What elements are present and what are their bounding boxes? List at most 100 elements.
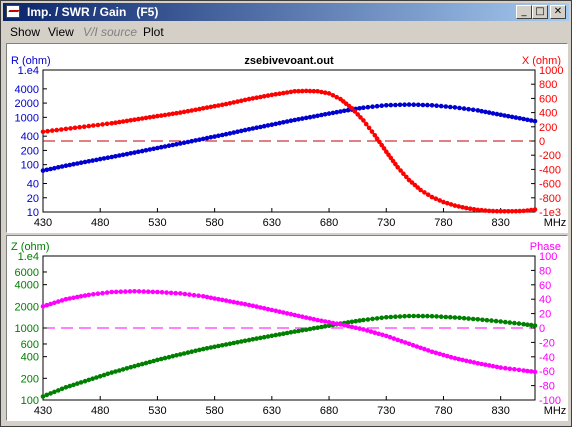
series-green-point xyxy=(63,385,69,390)
series-magenta-point xyxy=(418,345,423,351)
series-red-point xyxy=(216,103,221,108)
left-tick-label: 4000 xyxy=(15,280,39,292)
series-red-point xyxy=(212,103,217,109)
right-tick-label: 200 xyxy=(539,122,557,134)
series-magenta-point xyxy=(95,291,101,296)
series-red-point xyxy=(307,88,313,94)
series-blue-point xyxy=(265,123,271,128)
series-green-point xyxy=(443,314,449,320)
series-magenta-point xyxy=(273,308,279,314)
series-red-point xyxy=(40,129,46,135)
right-tick-label: 100 xyxy=(539,251,557,263)
series-red-point xyxy=(258,94,263,100)
series-green-point xyxy=(480,317,485,323)
title-bar[interactable]: Imp. / SWR / Gain (F5) _ □ ✕ xyxy=(3,3,569,21)
series-blue-point xyxy=(97,156,103,162)
series-green-point xyxy=(242,338,248,344)
series-green-point xyxy=(461,315,467,321)
series-green-point xyxy=(277,332,282,337)
series-blue-point xyxy=(393,102,398,108)
series-red-point xyxy=(220,102,225,108)
series-red-point xyxy=(189,108,194,113)
left-tick-label: 200 xyxy=(21,373,39,385)
series-green-point xyxy=(397,314,403,319)
series-green-point xyxy=(438,314,444,319)
series-magenta-point xyxy=(178,291,183,296)
series-green-point xyxy=(411,313,417,319)
series-red-point xyxy=(120,119,126,124)
series-blue-point xyxy=(128,151,133,156)
series-green-point xyxy=(124,366,130,371)
series-green-point xyxy=(193,348,198,354)
series-red-point xyxy=(128,118,133,123)
series-blue-point xyxy=(342,108,347,114)
series-red-point xyxy=(72,125,78,131)
series-magenta-point xyxy=(204,294,210,300)
series-blue-point xyxy=(59,164,65,169)
series-green-point xyxy=(406,313,412,319)
series-green-point xyxy=(147,359,153,365)
series-green-point xyxy=(235,340,240,345)
menu-show[interactable]: Show xyxy=(10,25,41,39)
series-magenta-point xyxy=(528,369,534,374)
right-tick-label: 60 xyxy=(539,280,551,292)
series-blue-point xyxy=(502,113,507,118)
series-magenta-point xyxy=(136,289,142,294)
x-tick-label: 480 xyxy=(91,405,109,417)
series-magenta-point xyxy=(269,307,275,313)
series-green-point xyxy=(120,367,126,372)
series-green-point xyxy=(151,358,156,364)
series-green-point xyxy=(197,347,202,353)
right-tick-label: 600 xyxy=(539,93,557,105)
series-blue-point xyxy=(402,102,407,107)
series-magenta-point xyxy=(467,359,473,364)
series-magenta-point xyxy=(503,365,508,371)
series-magenta-point xyxy=(254,304,259,309)
series-red-point xyxy=(404,174,409,180)
series-red-point xyxy=(265,93,271,98)
right-tick-label: -20 xyxy=(539,337,555,349)
series-blue-point xyxy=(466,106,471,112)
series-red-point xyxy=(242,97,248,103)
series-red-point xyxy=(498,209,504,214)
maximize-button[interactable]: □ xyxy=(532,5,548,19)
series-magenta-point xyxy=(86,292,92,298)
series-magenta-point xyxy=(460,357,465,363)
series-magenta-point xyxy=(441,352,446,358)
series-green-point xyxy=(470,316,476,322)
series-magenta-point xyxy=(284,311,290,316)
series-blue-point xyxy=(208,135,214,140)
series-blue-point xyxy=(384,103,389,108)
series-blue-point xyxy=(284,119,290,124)
left-tick-label: 20 xyxy=(27,193,39,205)
series-blue-point xyxy=(151,146,156,152)
x-tick-label: 630 xyxy=(263,405,281,417)
series-green-point xyxy=(254,336,259,341)
series-blue-point xyxy=(483,109,488,115)
series-green-point xyxy=(75,381,80,386)
series-magenta-point xyxy=(391,336,397,341)
phase-plot-panel: 1.e4 6000 4000 2000 1000 600 400 200 100 Z (ohm) 1… xyxy=(6,235,568,421)
menu-view[interactable]: View xyxy=(48,25,74,39)
series-red-point xyxy=(170,111,175,117)
series-magenta-point xyxy=(82,293,88,298)
series-green-point xyxy=(484,317,490,323)
swr-graph-icon[interactable] xyxy=(6,5,20,18)
series-blue-point xyxy=(178,141,183,146)
series-green-point xyxy=(296,328,301,334)
series-magenta-point xyxy=(479,361,484,367)
close-button[interactable]: ✕ xyxy=(550,5,566,19)
series-red-point xyxy=(277,91,282,96)
minimize-button[interactable]: _ xyxy=(516,5,532,19)
series-green-point xyxy=(40,394,46,399)
series-blue-point xyxy=(101,156,107,161)
x-tick-label: 680 xyxy=(320,405,338,417)
series-blue-point xyxy=(416,102,421,108)
series-magenta-point xyxy=(303,315,309,320)
series-blue-point xyxy=(434,103,439,108)
series-red-point xyxy=(433,196,439,201)
menu-plot[interactable]: Plot xyxy=(143,25,164,39)
series-blue-point xyxy=(44,167,50,173)
series-magenta-point xyxy=(223,298,229,303)
series-red-point xyxy=(151,114,156,119)
